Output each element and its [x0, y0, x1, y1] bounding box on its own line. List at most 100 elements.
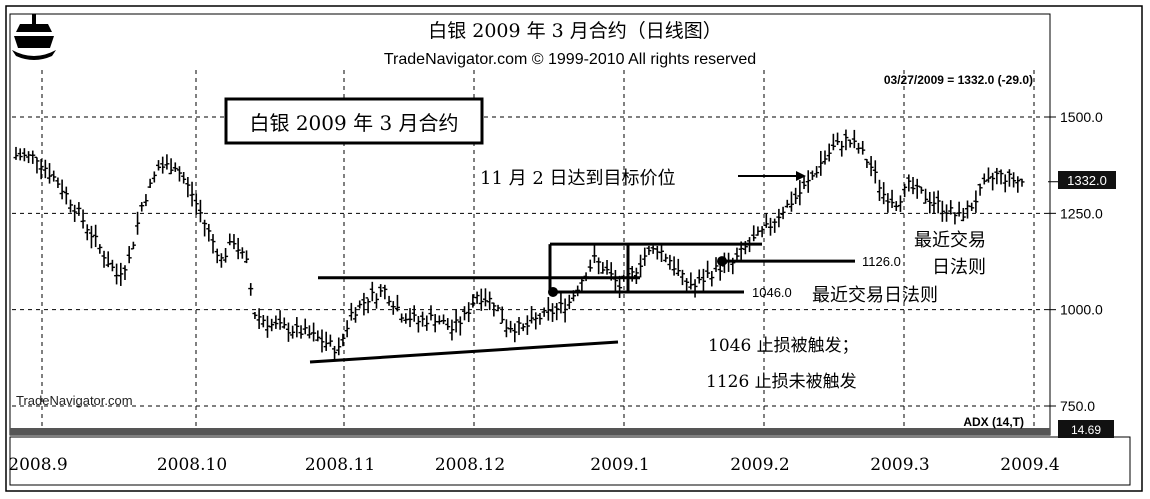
y-tick-label: 1250.0: [1060, 205, 1103, 221]
price-bar: [524, 315, 530, 335]
inset-label-box: [224, 97, 484, 145]
price-bar: [705, 260, 711, 279]
price-bar: [742, 241, 748, 255]
price-bar: [386, 295, 392, 306]
price-bar: [88, 225, 94, 249]
price-bar: [520, 323, 526, 332]
price-bar: [881, 182, 887, 205]
price-bar: [889, 189, 895, 209]
price-bar: [306, 325, 312, 339]
price-bar: [793, 187, 799, 205]
price-bar: [554, 302, 560, 321]
price-bar: [948, 200, 954, 215]
price-bar: [545, 297, 551, 321]
watermark: TradeNavigator.com: [16, 393, 133, 408]
price-bar: [172, 162, 178, 172]
price-bar: [252, 311, 258, 320]
price-bar: [835, 132, 841, 146]
price-bar: [768, 217, 773, 236]
price-bar: [76, 202, 82, 216]
stop-1046-dot: [548, 286, 558, 297]
price-bar: [394, 294, 400, 312]
price-bar: [985, 167, 991, 183]
price-bar: [763, 213, 769, 228]
price-bar: [843, 129, 849, 151]
price-bar: [931, 191, 937, 214]
price-bar: [151, 171, 157, 183]
price-bar: [67, 199, 73, 213]
stop-note-line-1: 1046 止损被触发；: [708, 336, 859, 356]
stop-note-line-2: 1126 止损未被触发: [706, 372, 857, 392]
price-bar: [290, 325, 296, 339]
price-bar: [512, 323, 518, 343]
price-bar: [977, 183, 983, 196]
price-bar: [516, 316, 522, 336]
price-bar: [281, 317, 287, 329]
price-bar: [596, 257, 602, 275]
price-bar: [1002, 174, 1008, 193]
price-bar: [893, 201, 899, 212]
price-bar: [453, 308, 459, 333]
price-bar: [97, 244, 103, 254]
price-bar: [231, 234, 237, 250]
price-bar: [550, 303, 556, 322]
price-bar: [759, 226, 765, 238]
recent-rule-label-top-2: 日法则: [932, 257, 986, 278]
y-tick-label: 750.0: [1060, 398, 1095, 414]
price-bar: [503, 319, 509, 338]
price-bar: [214, 248, 220, 264]
price-bar: [902, 183, 908, 198]
price-bar: [72, 204, 78, 222]
price-bar: [457, 316, 463, 336]
price-bar: [981, 173, 987, 185]
price-bar: [604, 260, 610, 275]
price-bar: [684, 278, 690, 292]
price-bar: [420, 311, 426, 327]
price-bar: [617, 275, 623, 299]
price-bars: [13, 129, 1025, 360]
price-bar: [139, 202, 145, 212]
price-bar: [721, 252, 727, 274]
price-bar: [248, 283, 254, 296]
recent-rule-label-bottom: 最近交易日法则: [812, 285, 938, 306]
price-bar: [470, 294, 476, 308]
outer-frame: [5, 5, 1143, 492]
price-bar: [202, 219, 208, 237]
recent-rule-label-top-1: 最近交易: [914, 230, 986, 251]
price-bar: [298, 325, 304, 339]
price-bar: [185, 177, 191, 198]
price-bar: [826, 143, 832, 162]
y-axis-ticks: 1500.0 1250.0 1000.0 750.0: [1048, 109, 1103, 414]
price-bar: [55, 177, 61, 188]
price-bar: [135, 211, 141, 235]
price-bar: [273, 315, 279, 329]
price-bar: [327, 334, 333, 347]
price-bar: [612, 269, 618, 293]
inset-label: 白银 2009 年 3 月合约: [249, 111, 458, 135]
price-bar: [319, 329, 325, 353]
x-tick-label: 2008.12: [435, 455, 505, 475]
price-bar: [478, 288, 484, 311]
price-bar: [860, 140, 866, 155]
price-bar: [818, 150, 824, 176]
price-bar: [411, 305, 417, 322]
price-bar: [285, 322, 291, 342]
stop-1126-dot: [717, 256, 727, 267]
price-bar: [156, 160, 162, 171]
price-bar: [935, 190, 941, 214]
price-bar: [646, 245, 652, 256]
adx-value-flag: [1058, 420, 1114, 438]
price-bar: [51, 170, 57, 182]
price-bar: [923, 188, 929, 204]
price-bar: [181, 172, 187, 184]
price-bar: [93, 224, 99, 248]
price-bar: [939, 200, 945, 222]
target-annotation: 11 月 2 日达到目标价位: [480, 168, 676, 189]
price-bar: [734, 247, 740, 261]
price-bar: [897, 195, 903, 212]
price-bar: [918, 186, 924, 194]
x-tick-label: 2009.3: [870, 455, 929, 475]
price-bar: [361, 292, 367, 316]
price-bar: [315, 330, 321, 342]
price-bar: [34, 156, 40, 174]
